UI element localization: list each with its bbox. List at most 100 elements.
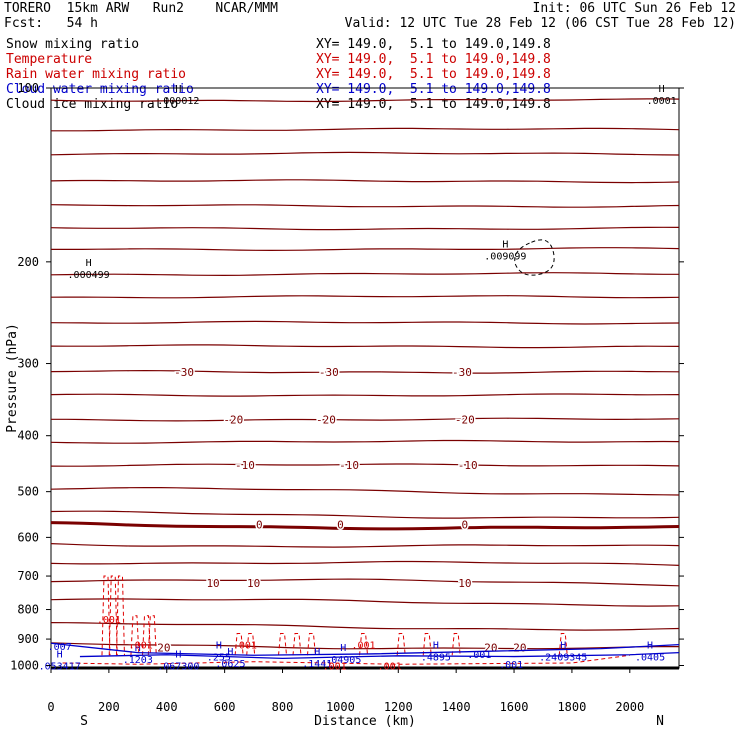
forecast-hour: Fcst: 54 h [4,16,98,31]
rain-contour-13 [422,632,432,656]
y-tick-label-6: 700 [17,569,39,583]
isotherm-19 [50,543,680,548]
x-tick-label-10: 2000 [615,700,644,714]
isotherm-label-0-0: -30 [174,366,194,379]
extremum-value-5: .255 [207,653,231,664]
isotherm-label-4-2: 10 [458,577,471,590]
y-tick-label-0: 100 [17,81,39,95]
model-title: TORERO 15km ARW Run2 NCAR/MMM [4,1,278,16]
isotherm-label-4-1: 10 [247,577,260,590]
isotherm-13 [51,417,680,422]
x-tick-label-2: 400 [156,700,178,714]
isotherm-1 [51,127,680,132]
extremum-value-8: .04905 [325,655,361,666]
rain-contour-12 [396,632,406,656]
extremum-value-9: .4895 [421,653,451,664]
rain-contour-10 [306,632,316,656]
isotherm-8 [50,295,680,299]
rain-label-3: .001 [352,641,376,652]
rain-contour-11 [359,632,369,656]
extremum-mark-10: H [560,641,566,652]
isotherm-6 [51,247,680,252]
extremum-value-1: .0001 [647,96,677,107]
cloud-water-contour-1 [79,651,680,660]
rain-label-0: .001 [97,615,121,626]
x-tick-label-1: 200 [98,700,120,714]
extremum-value-11: .0405 [635,653,665,664]
rain-contour-8 [278,632,288,656]
rain-contour-0 [101,575,111,656]
extremum-value-3: .009099 [484,251,526,262]
extremum-mark-6: H [227,647,233,658]
rain-label-2: .001 [233,641,257,652]
legend-xy-1: XY= 149.0, 5.1 to 149.0,149.8 [316,52,551,67]
rain-contour-6 [234,632,244,656]
y-axis-title: Pressure (hPa) [5,323,20,433]
isotherm-label-3-2: 0 [462,519,469,532]
x-tick-label-4: 800 [272,700,294,714]
rain-contour-15 [558,632,568,656]
extremum-mark-1: H [659,84,665,95]
extremum-value-7: .1441 [302,659,332,670]
init-time: Init: 06 UTC Sun 26 Feb 12 [532,1,737,16]
cloud-label-1: .001 [467,650,491,661]
north-label: N [656,714,664,729]
isotherm-label-0-1: -30 [319,366,339,379]
isotherm-5 [50,226,680,231]
cloud-label-2: .001 [499,660,523,671]
extremum-mark-5: H [216,641,222,652]
isotherm-22 [50,598,680,607]
rain-contour-1 [108,575,118,656]
x-tick-label-3: 600 [214,700,236,714]
isotherm-label-0-2: -30 [452,366,472,379]
legend-xy-0: XY= 149.0, 5.1 to 149.0,149.8 [316,37,551,52]
south-label: S [80,714,88,729]
extremum-value-13: .067300 [157,662,199,673]
rain-contour-7 [246,632,256,656]
isotherm-18 [50,521,680,531]
legend-xy-2: XY= 149.0, 5.1 to 149.0,149.8 [316,67,551,82]
isotherm-label-4-0: 10 [206,577,219,590]
extremum-value-10: .2409345 [539,653,587,664]
extremum-value-2: .000499 [68,270,110,281]
legend-field-2: Rain water mixing ratio [6,67,187,82]
extremum-mark-2: H [86,258,92,269]
valid-time: Valid: 12 UTC Tue 28 Feb 12 (06 CST Tue … [344,16,736,31]
extremum-mark-12: H [57,650,63,661]
y-tick-label-5: 600 [17,530,39,544]
extremum-mark-11: H [647,641,653,652]
isotherm-14 [50,439,680,444]
isotherm-label-5-2: 20 [513,641,526,654]
y-tick-label-3: 400 [17,429,39,443]
y-tick-label-7: 800 [17,603,39,617]
cloud-ice-contour [514,239,555,276]
isotherm-label-1-2: -20 [455,414,475,427]
extremum-mark-0: H [175,84,181,95]
isotherm-label-2-1: -10 [339,459,359,472]
isotherm-23 [50,622,680,631]
y-tick-label-4: 500 [17,485,39,499]
isotherm-21 [50,578,680,587]
isotherm-label-5-0: 20 [157,641,170,654]
x-tick-label-9: 1800 [557,700,586,714]
x-tick-label-7: 1400 [442,700,471,714]
y-tick-label-2: 300 [17,357,39,371]
isotherm-0 [50,98,680,103]
isotherm-label-1-1: -20 [316,414,336,427]
x-axis-title: Distance (km) [314,714,416,729]
isotherm-20 [50,560,680,566]
rain-contour-5 [147,615,157,656]
extremum-mark-4: H [135,643,141,654]
y-tick-label-1: 200 [17,255,39,269]
plot-frame [50,87,680,669]
y-tick-label-8: 900 [17,632,39,646]
isotherm-label-3-0: 0 [256,519,263,532]
legend-field-1: Temperature [6,52,93,67]
isotherm-11 [50,369,680,374]
rain-contour-3 [130,615,140,656]
extremum-mark-3: H [502,239,508,250]
rain-contour-4 [142,615,152,656]
extremum-mark-9: H [433,641,439,652]
rain-contour-14 [451,632,461,656]
